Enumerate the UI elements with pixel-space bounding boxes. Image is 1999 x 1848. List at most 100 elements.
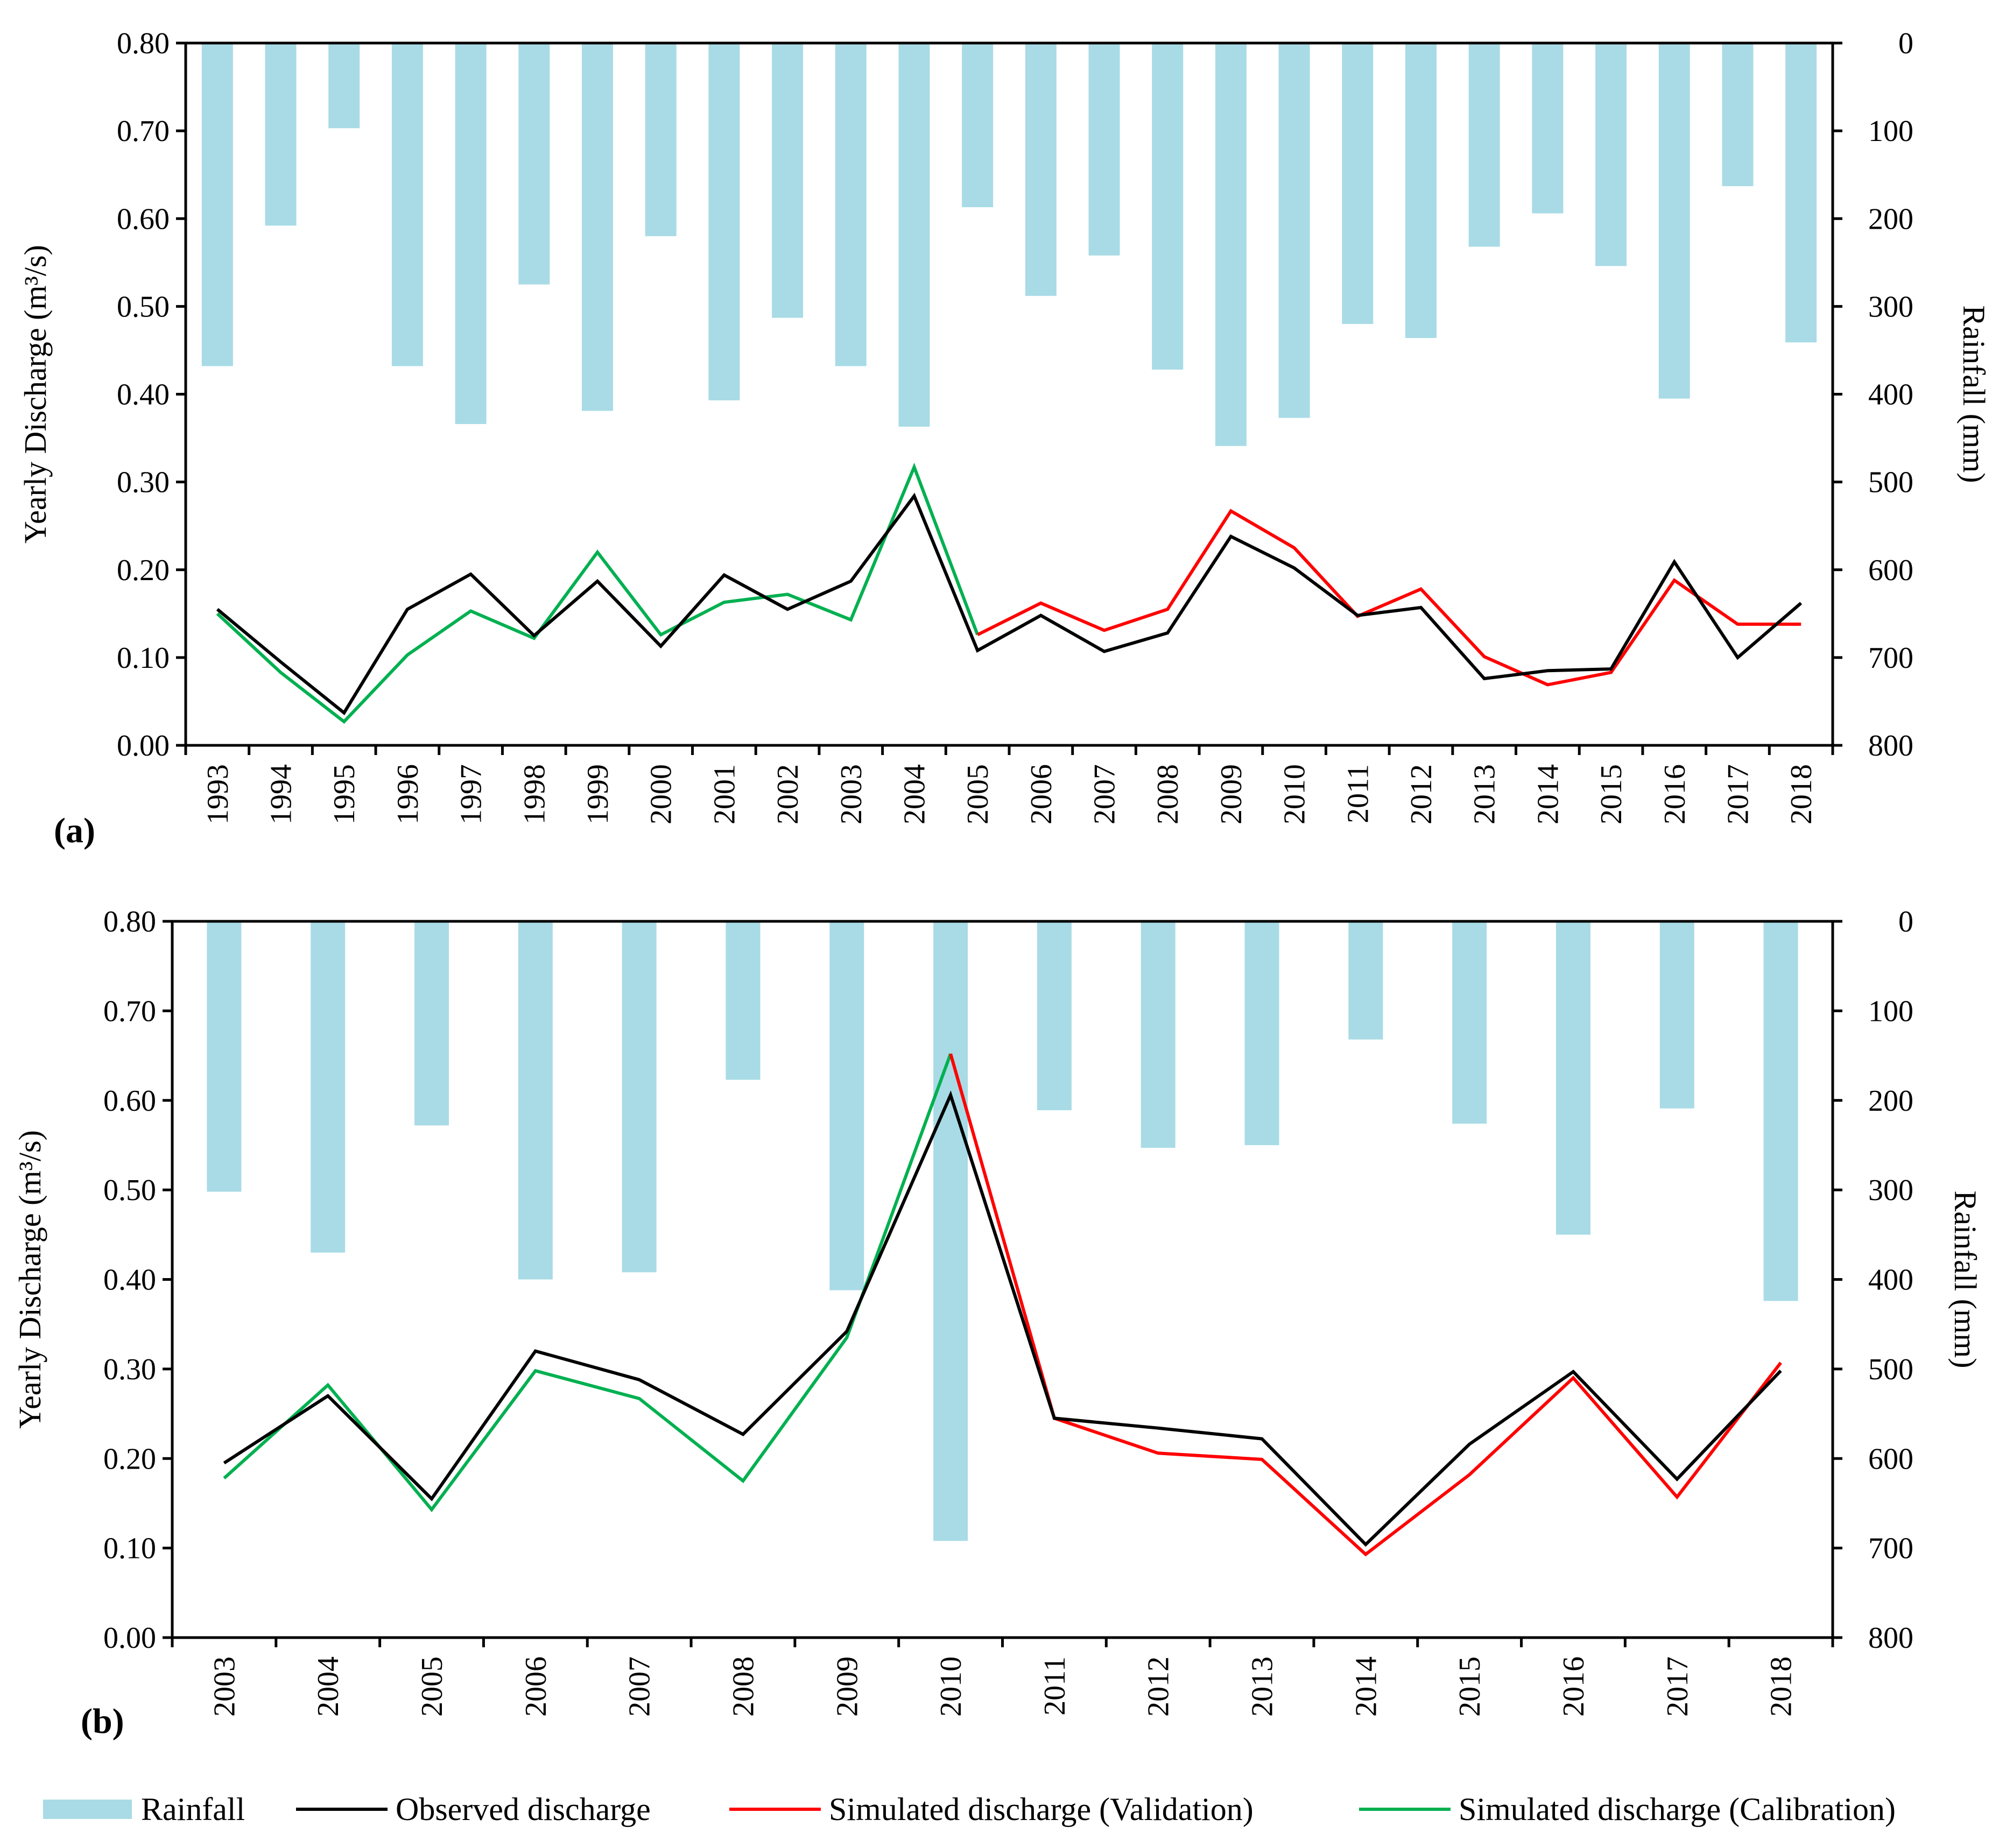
rainfall-bar-2010 xyxy=(933,921,968,1541)
rainfall-bar-2018 xyxy=(1785,43,1817,343)
y-right-tick-label: 800 xyxy=(1868,1621,1913,1655)
discharge-lines-a xyxy=(216,462,1803,724)
y-right-tick-label: 700 xyxy=(1868,1532,1913,1565)
legend-calibration-label: Simulated discharge (Calibration) xyxy=(1459,1791,1896,1827)
x-tick-label: 2014 xyxy=(1531,764,1565,824)
rainfall-bar-1994 xyxy=(265,43,297,226)
y-right-tick-label: 800 xyxy=(1868,729,1913,763)
x-tick-label: 2013 xyxy=(1468,764,1502,824)
rainfall-bar-2010 xyxy=(1278,43,1310,418)
y-axis-right-label: Rainfall (mm) xyxy=(1956,305,1991,483)
x-tick-label: 2011 xyxy=(1038,1656,1072,1716)
rainfall-bar-2014 xyxy=(1348,921,1383,1040)
x-tick-label: 1995 xyxy=(328,764,361,824)
x-tick-label: 2016 xyxy=(1658,764,1692,824)
x-tick-label: 2005 xyxy=(961,764,995,824)
x-tick-label: 2016 xyxy=(1557,1656,1590,1717)
x-tick-label: 2012 xyxy=(1142,1656,1176,1717)
x-tick-label: 2000 xyxy=(645,764,678,824)
y-left-tick-label: 0.70 xyxy=(117,115,170,148)
x-tick-label: 2009 xyxy=(1215,764,1248,824)
rainfall-bar-2003 xyxy=(207,921,242,1192)
x-tick-label: 2011 xyxy=(1341,764,1375,823)
validation-line xyxy=(949,1053,1782,1557)
discharge-lines-b xyxy=(223,1053,1782,1557)
axis-ticks-b: 0.00 0.10 0.20 0.30 0.40 0.50 0.60 0.70 0.80 0 100… xyxy=(103,905,1913,1717)
y-right-tick-label: 500 xyxy=(1868,466,1913,499)
calibration-line xyxy=(223,1053,952,1512)
x-tick-label: 2010 xyxy=(1278,764,1312,824)
x-tick-label: 2003 xyxy=(835,764,868,824)
rainfall-bar-2009 xyxy=(829,921,864,1290)
y-left-tick-label: 0.10 xyxy=(117,641,170,675)
rainfall-bar-2009 xyxy=(1215,43,1247,446)
rainfall-bars-a xyxy=(201,43,1817,446)
y-left-tick-label: 0.50 xyxy=(103,1174,156,1207)
x-tick-label: 2007 xyxy=(623,1656,657,1717)
y-right-tick-label: 100 xyxy=(1868,115,1913,148)
rainfall-bar-2016 xyxy=(1658,43,1690,399)
rainfall-bar-2013 xyxy=(1244,921,1279,1145)
rainfall-bar-2004 xyxy=(898,43,930,427)
rainfall-bar-2005 xyxy=(414,921,449,1126)
y-left-tick-label: 0.60 xyxy=(103,1084,156,1118)
y-left-tick-label: 0.70 xyxy=(103,994,156,1028)
x-tick-label: 1999 xyxy=(581,764,615,824)
rainfall-bar-2017 xyxy=(1659,921,1694,1109)
y-left-tick-label: 0.00 xyxy=(103,1621,156,1655)
calibration-line xyxy=(216,462,980,724)
x-tick-label: 2006 xyxy=(519,1656,553,1717)
x-tick-label: 2004 xyxy=(312,1656,345,1717)
x-tick-label: 2018 xyxy=(1785,764,1818,824)
y-left-tick-label: 0.50 xyxy=(117,290,170,323)
panel-b: 0.00 0.10 0.20 0.30 0.40 0.50 0.60 0.70 0.80 0 100… xyxy=(12,905,1983,1741)
y-left-tick-label: 0.60 xyxy=(117,202,170,236)
x-tick-label: 1996 xyxy=(391,764,425,824)
rainfall-bar-2016 xyxy=(1555,921,1590,1235)
y-right-tick-label: 0 xyxy=(1898,905,1913,939)
x-tick-label: 2005 xyxy=(416,1656,449,1717)
x-tick-label: 2003 xyxy=(208,1656,241,1717)
y-right-tick-label: 100 xyxy=(1868,994,1913,1028)
y-left-tick-label: 0.30 xyxy=(117,466,170,499)
y-right-tick-label: 0 xyxy=(1898,27,1913,60)
rainfall-bar-2006 xyxy=(518,921,553,1280)
x-tick-label: 2015 xyxy=(1453,1656,1487,1717)
rainfall-bar-1998 xyxy=(518,43,550,285)
y-left-tick-label: 0.00 xyxy=(117,729,170,763)
rainfall-bar-2011 xyxy=(1037,921,1072,1111)
rainfall-bar-2015 xyxy=(1595,43,1627,266)
x-tick-label: 2017 xyxy=(1721,764,1755,824)
rainfall-bar-2012 xyxy=(1141,921,1176,1148)
x-tick-label: 2015 xyxy=(1595,764,1628,824)
y-left-tick-label: 0.20 xyxy=(103,1442,156,1476)
x-tick-label: 1994 xyxy=(265,764,298,824)
y-axis-right-label: Rainfall (mm) xyxy=(1948,1190,1983,1368)
x-tick-label: 2017 xyxy=(1661,1656,1694,1717)
x-tick-label: 2004 xyxy=(898,764,931,824)
rainfall-bar-2018 xyxy=(1763,921,1798,1301)
y-right-tick-label: 300 xyxy=(1868,290,1913,323)
y-left-tick-label: 0.40 xyxy=(117,378,170,412)
y-right-tick-label: 300 xyxy=(1868,1174,1913,1207)
y-left-tick-label: 0.20 xyxy=(117,554,170,587)
observed-line xyxy=(216,492,1803,716)
legend-rainfall-label: Rainfall xyxy=(141,1791,245,1827)
y-right-tick-label: 600 xyxy=(1868,1442,1913,1476)
x-tick-label: 2009 xyxy=(830,1656,864,1717)
y-right-tick-label: 200 xyxy=(1868,1084,1913,1118)
panel-a: 0.00 0.10 0.20 0.30 0.40 0.50 0.60 0.70 0.80 0 100… xyxy=(18,27,1991,850)
y-right-tick-label: 600 xyxy=(1868,554,1913,587)
y-left-tick-label: 0.80 xyxy=(117,27,170,60)
rainfall-bar-2007 xyxy=(1088,43,1120,256)
legend: Rainfall Observed discharge Simulated di… xyxy=(43,1791,1896,1827)
y-axis-left-label: Yearly Discharge (m³/s) xyxy=(18,245,53,544)
rainfall-bars-b xyxy=(207,921,1798,1541)
y-left-tick-label: 0.10 xyxy=(103,1532,156,1565)
x-tick-label: 2008 xyxy=(1151,764,1185,824)
axis-ticks-a: 0.00 0.10 0.20 0.30 0.40 0.50 0.60 0.70 0.80 0 100… xyxy=(117,27,1913,824)
rainfall-bar-2013 xyxy=(1468,43,1500,247)
plot-frame-a xyxy=(184,41,1834,747)
rainfall-bar-2005 xyxy=(962,43,994,208)
